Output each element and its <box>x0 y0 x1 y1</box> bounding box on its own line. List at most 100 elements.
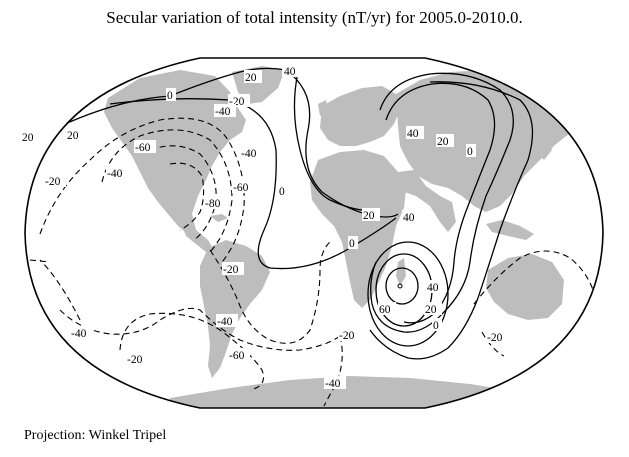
contour-label: 0 <box>466 144 476 158</box>
svg-text:-20: -20 <box>45 176 61 188</box>
projection-note: Projection: Winkel Tripel <box>24 428 167 443</box>
svg-text:0: 0 <box>467 146 473 158</box>
contour-20-north <box>39 67 287 137</box>
australia <box>486 254 564 320</box>
contour-label: 60 <box>378 302 396 316</box>
europe <box>320 86 400 146</box>
svg-text:20: 20 <box>67 130 79 142</box>
contour-label: -60 <box>134 140 156 154</box>
british-isles <box>318 100 328 116</box>
southeast-asia <box>486 220 534 240</box>
antarctica <box>170 376 580 408</box>
svg-text:-40: -40 <box>241 148 257 160</box>
caribbean <box>210 214 228 222</box>
svg-text:40: 40 <box>284 66 296 78</box>
svg-text:-40: -40 <box>107 168 123 180</box>
contour-label: 40 <box>282 64 300 78</box>
svg-text:40: 40 <box>407 128 419 140</box>
contour-label: -20 <box>222 262 244 276</box>
africa <box>310 150 406 308</box>
contour-label: -20 <box>44 174 66 188</box>
contour-label: 20 <box>424 302 442 316</box>
contour-label: 40 <box>402 210 420 224</box>
contour-peak <box>397 283 403 289</box>
contour-0-north <box>109 98 397 270</box>
svg-text:-40: -40 <box>215 106 231 118</box>
contour-label: -40 <box>240 146 262 160</box>
contour-label: 20 <box>362 208 380 222</box>
contour-label: 0 <box>166 88 176 102</box>
contour-label: -80 <box>204 196 226 210</box>
svg-text:20: 20 <box>245 72 257 84</box>
contour-label: -40 <box>106 166 128 180</box>
svg-text:20: 20 <box>425 304 437 316</box>
contour-label: -20 <box>126 352 148 366</box>
contour-neg20-east <box>473 250 597 305</box>
contour-40-asia <box>370 72 514 333</box>
new-zealand <box>578 312 590 334</box>
svg-text:-20: -20 <box>487 332 503 344</box>
contour-label: -40 <box>216 314 238 328</box>
arabia-india <box>398 170 456 232</box>
contour-neg20-pacific <box>39 259 81 321</box>
svg-text:40: 40 <box>427 282 439 294</box>
svg-text:40: 40 <box>403 212 415 224</box>
south-america <box>200 240 270 378</box>
contour-neg60-south <box>119 312 265 391</box>
contour-label-group: 20 40 0 -20 -40 -60 -80 -60 -40 20 -20 -… <box>20 64 508 390</box>
svg-text:20: 20 <box>363 210 375 222</box>
contour-neg40-south <box>59 307 341 351</box>
contour-label: -40 <box>324 376 346 390</box>
north-america <box>104 70 246 236</box>
contour-neg20-east2 <box>481 331 505 357</box>
contour-label: 0 <box>278 184 288 198</box>
map-title: Secular variation of total intensity (nT… <box>106 8 523 27</box>
svg-text:0: 0 <box>279 186 285 198</box>
contour-0-asia <box>369 81 534 360</box>
contour-label: -60 <box>228 348 250 362</box>
svg-text:20: 20 <box>22 132 34 144</box>
svg-text:-40: -40 <box>71 328 87 340</box>
contour-neg80 <box>169 162 205 231</box>
madagascar <box>396 258 406 286</box>
svg-text:-60: -60 <box>229 350 245 362</box>
svg-text:0: 0 <box>167 90 173 102</box>
contour-label: 20 <box>436 134 454 148</box>
contour-20-mid <box>293 71 373 211</box>
contour-label: -20 <box>486 330 508 344</box>
central-america <box>182 226 214 252</box>
globe-outline <box>24 57 604 409</box>
contour-label: 20 <box>66 128 84 142</box>
svg-text:-20: -20 <box>339 330 355 342</box>
svg-text:-20: -20 <box>127 354 143 366</box>
svg-text:-40: -40 <box>325 378 341 390</box>
svg-text:-60: -60 <box>135 142 151 154</box>
svg-text:0: 0 <box>349 238 355 250</box>
contour-neg20-west <box>39 117 245 263</box>
contour-label: 0 <box>348 236 358 250</box>
svg-text:-80: -80 <box>205 198 221 210</box>
svg-text:60: 60 <box>379 304 391 316</box>
contour-neg40-east <box>29 259 51 263</box>
svg-text:-40: -40 <box>217 316 233 328</box>
svg-text:-60: -60 <box>233 182 249 194</box>
contour-label: 0 <box>432 318 442 332</box>
contour-20-south <box>367 241 449 347</box>
contour-label: 20 <box>244 70 262 84</box>
contour-label: -40 <box>214 104 236 118</box>
contour-label: -20 <box>338 328 360 342</box>
contour-label: -60 <box>232 180 254 194</box>
contour-neg40-antarctic <box>323 335 343 407</box>
contour-60-center <box>385 267 419 305</box>
landmasses <box>104 66 590 408</box>
japan <box>538 136 552 160</box>
contour-label: 40 <box>406 126 424 140</box>
contour-label: 40 <box>426 280 444 294</box>
contour-neg20-south <box>209 239 333 344</box>
contour-neg40-west <box>101 129 233 253</box>
svg-text:20: 20 <box>437 136 449 148</box>
svg-text:0: 0 <box>433 320 439 332</box>
svg-text:-20: -20 <box>223 264 239 276</box>
contour-label: -40 <box>70 326 92 340</box>
